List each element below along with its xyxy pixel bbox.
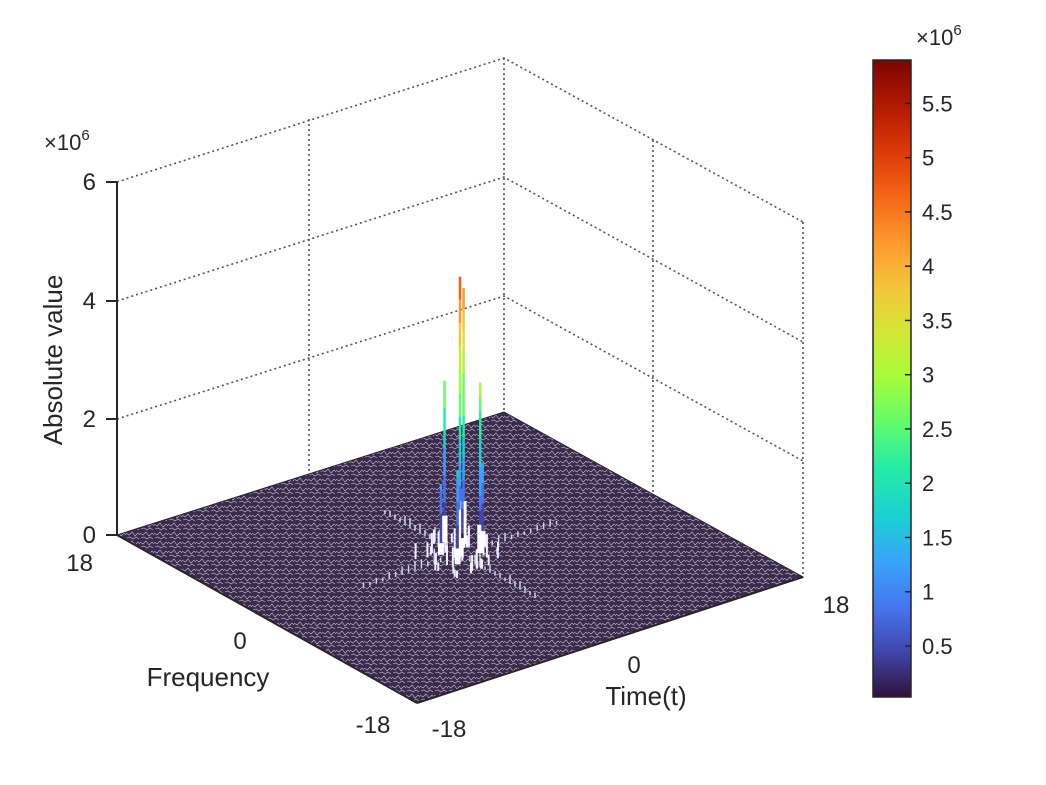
- y-tick-label: 18: [66, 550, 93, 577]
- chart-grid: [116, 57, 804, 577]
- grid-line: [116, 295, 804, 462]
- colorbar-tick-label: 3.5: [922, 308, 953, 333]
- y-tick-label: 0: [233, 628, 246, 655]
- colorbar-tick-label: 3: [922, 363, 934, 388]
- colorbar-tick-label: 5.5: [922, 91, 953, 116]
- colorbar-ticks: 0.5 1 1.5 2 2.5 3 3.5 4 4.5 5 5.5: [905, 91, 953, 659]
- grid-line: [116, 176, 804, 343]
- z-exponent: ×106: [44, 127, 90, 155]
- colorbar-tick-label: 5: [922, 146, 934, 171]
- y-axis-label: Frequency: [147, 662, 270, 692]
- colorbar-tick-label: 2: [922, 471, 934, 496]
- axis-edge-right: [416, 576, 804, 704]
- z-tick-label: 6: [83, 169, 96, 196]
- colorbar-tick-label: 1: [922, 580, 934, 605]
- z-tick-label: 2: [83, 406, 96, 433]
- x-tick-label: 18: [823, 592, 850, 619]
- colorbar-tick-label: 4.5: [922, 200, 953, 225]
- colorbar-tick-label: 1.5: [922, 525, 953, 550]
- x-tick-label: -18: [432, 716, 467, 743]
- x-tick-label: 0: [627, 652, 640, 679]
- surface-peaks: [437, 276, 486, 565]
- colorbar: [872, 59, 912, 698]
- axis-edge-left: [116, 534, 418, 704]
- z-tick-label: 4: [83, 288, 96, 315]
- colorbar-tick-label: 0.5: [922, 634, 953, 659]
- colorbar-tick-label: 2.5: [922, 417, 953, 442]
- z-tick-label: 0: [83, 522, 96, 549]
- z-axis-ticks: [106, 181, 117, 536]
- y-tick-label: -18: [356, 712, 391, 739]
- colorbar-tick-label: 4: [922, 254, 934, 279]
- grid-line: [116, 57, 804, 223]
- z-axis-label: Absolute value: [38, 275, 68, 446]
- x-axis-label: Time(t): [605, 681, 686, 711]
- colorbar-exponent: ×106: [916, 22, 962, 50]
